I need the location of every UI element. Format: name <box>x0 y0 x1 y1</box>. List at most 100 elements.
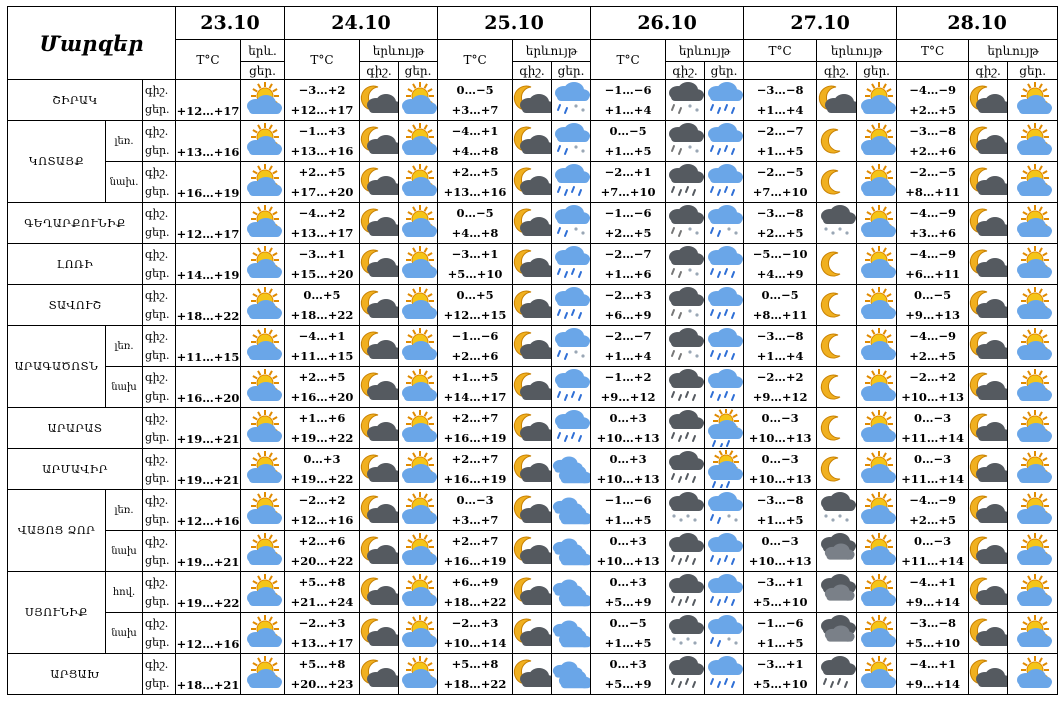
moon-cloud-icon <box>968 489 1009 531</box>
table-row: ՎԱՅՈՑ ՁՈՐ լեռ. գիշ. ցեր. +12…+16 −2…+2 +12…+16… <box>7 489 1059 572</box>
sun-cloud-icon <box>240 653 285 695</box>
day-label: ցեր. <box>145 226 170 239</box>
day-label: ցեր. <box>145 677 170 690</box>
temperature-range: 0…+3 +5…+9 <box>590 653 667 695</box>
cloud-rain-icon <box>551 366 592 408</box>
sun-cloud-icon <box>397 325 439 367</box>
night-temperature: −5…−10 <box>752 247 808 261</box>
day-temperature: +1…+5 <box>756 144 804 158</box>
region-name: ԼՈՌԻ <box>7 243 143 285</box>
temperature-range: −1…−6 +2…+5 <box>590 202 667 244</box>
temperature-range: −3…+2 +12…+17 <box>284 79 360 121</box>
sun-cloud-icon <box>1007 489 1059 531</box>
day-label: ցեր. <box>145 103 170 116</box>
day-label: ցեր. <box>145 636 170 649</box>
day-temperature: +13…+17 <box>290 636 354 650</box>
day-label: ցեր. <box>145 308 170 321</box>
night-temperature: 0…−5 <box>761 288 799 302</box>
night-temperature: 0…−5 <box>609 616 647 630</box>
temperature-range: −2…−7 +1…+5 <box>743 120 818 162</box>
night-temperature: −3…+1 <box>298 247 346 261</box>
temperature-range: 0…−3 +10…+13 <box>743 448 818 490</box>
day-temperature: +15…+20 <box>290 267 354 281</box>
night-temperature: −3…−8 <box>756 329 804 343</box>
table-row: նախ գիշ. ցեր. +16…+20 +2…+5 +16…+20 +1…+5 +14…+… <box>8 366 1059 408</box>
dark-cloud-sleet-icon <box>665 284 706 326</box>
day-label: ցեր. <box>145 267 170 280</box>
temperature-range: −1…−6 +1…+5 <box>743 612 818 654</box>
temperature-range: −2…−7 +1…+4 <box>590 325 667 367</box>
moon-icon <box>816 448 858 490</box>
night-label: գիշ. <box>145 412 169 425</box>
day-subheader: ցեր. <box>704 61 745 80</box>
day-temperature: +1…+4 <box>604 103 652 117</box>
sun-cloud-icon <box>856 120 898 162</box>
sun-cloud-icon <box>856 79 898 121</box>
temperature-range: 0…+5 +12…+15 <box>437 284 514 326</box>
sun-cloud-icon <box>240 202 285 244</box>
date-header: 23.10 <box>175 6 285 40</box>
night-temperature: 0…−3 <box>761 411 799 425</box>
temperature-range: 0…+3 +5…+9 <box>590 571 667 613</box>
clouds-icon <box>551 448 592 490</box>
time-of-day-labels: գիշ. ցեր. <box>142 79 176 121</box>
temperature-range: −1…−6 +1…+5 <box>590 489 667 531</box>
time-of-day-labels: գիշ. ցեր. <box>142 243 176 285</box>
temp-header: T°C <box>896 39 970 62</box>
cloud-rain-icon <box>704 284 745 326</box>
day-temperature: +11…+14 <box>901 431 965 445</box>
clouds-icon <box>551 489 592 531</box>
temperature-range: −2…+3 +13…+17 <box>284 612 360 654</box>
moon-cloud-icon <box>512 448 553 490</box>
phen-header: երևույթ <box>512 39 592 62</box>
moon-cloud-icon <box>512 202 553 244</box>
time-of-day-labels: գիշ. ցեր. <box>142 120 176 162</box>
temperature-range: −3…−8 +1…+4 <box>743 325 818 367</box>
empty-subheader <box>743 61 818 80</box>
temperature-range: +5…+8 +18…+22 <box>437 653 514 695</box>
day-temperature: +5…+10 <box>905 636 961 650</box>
moon-cloud-icon <box>359 612 399 654</box>
sun-cloud-icon <box>397 571 439 613</box>
moon-icon <box>816 366 858 408</box>
temp-header: T°C <box>743 39 818 62</box>
night-temperature: −2…−7 <box>604 247 652 261</box>
phen-header: երևույթ <box>358 39 439 62</box>
table-row: ԱՐԱՐԱՏ գիշ. ցեր. +19…+21 +1…+6 +19…+22 +2…+7 +1… <box>7 407 1059 449</box>
day-temperature: +6…+11 <box>905 267 961 281</box>
day-temperature: +12…+17 <box>175 79 241 121</box>
table-row: ԱՐՑԱԽ գիշ. ցեր. +18…+21 +5…+8 +20…+23 +5…+8 +18… <box>7 653 1059 695</box>
sun-cloud-icon <box>240 243 285 285</box>
sun-cloud-icon <box>1007 325 1059 367</box>
day-label: ցեր. <box>145 554 170 567</box>
day-temperature: +13…+17 <box>290 226 354 240</box>
sun-cloud-icon <box>856 612 898 654</box>
day-temperature: +5…+9 <box>604 595 652 609</box>
temperature-range: 0…−5 +8…+11 <box>743 284 818 326</box>
temperature-range: −2…−5 +8…+11 <box>896 161 970 203</box>
temperature-range: −4…−9 +2…+5 <box>896 79 970 121</box>
day-temperature: +1…+5 <box>756 636 804 650</box>
dark-cloud-sleet-icon <box>665 325 706 367</box>
night-temperature: −1…−6 <box>604 206 652 220</box>
day-temperature: +5…+10 <box>752 677 808 691</box>
moon-cloud-icon <box>359 407 399 449</box>
temperature-range: −3…+1 +15…+20 <box>284 243 360 285</box>
phen-header: երևույթ <box>968 39 1059 62</box>
night-temperature: −4…+2 <box>298 206 346 220</box>
temperature-range: −2…+3 +6…+9 <box>590 284 667 326</box>
day-temperature: +9…+13 <box>905 308 961 322</box>
night-temperature: −3…+2 <box>298 83 346 97</box>
day-subheader: ցեր. <box>397 61 439 80</box>
night-temperature: −3…+1 <box>451 247 499 261</box>
day-temperature: +11…+14 <box>901 472 965 486</box>
night-temperature: −4…+1 <box>298 329 346 343</box>
cloud-sleet-icon <box>704 612 745 654</box>
dark-cloud-rain-icon <box>665 407 706 449</box>
phen-header: երևույթ <box>816 39 898 62</box>
night-temperature: −2…−7 <box>604 329 652 343</box>
sun-cloud-icon <box>1007 407 1059 449</box>
temperature-range: −3…−8 +2…+6 <box>896 120 970 162</box>
night-temperature: −4…+1 <box>451 124 499 138</box>
temperature-range: −2…+1 +7…+10 <box>590 161 667 203</box>
